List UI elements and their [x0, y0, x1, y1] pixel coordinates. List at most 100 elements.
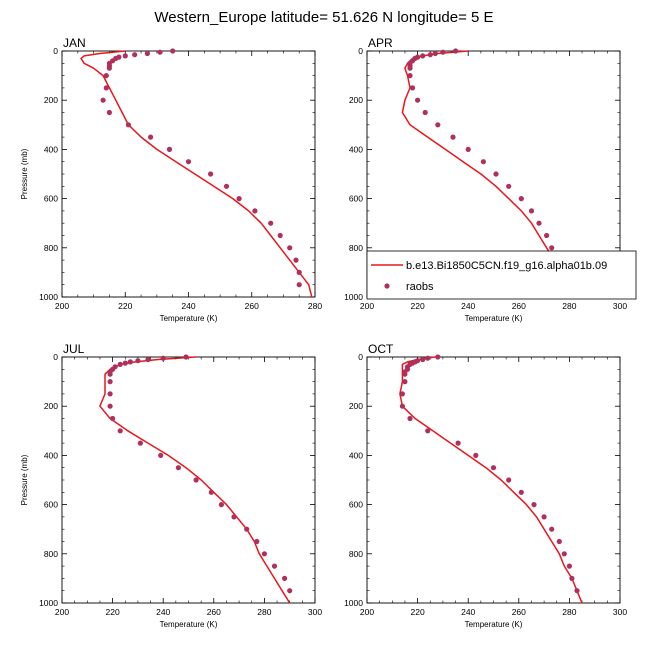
oct-x-tick-label: 260	[512, 607, 526, 617]
jan-obs-point	[103, 85, 109, 91]
jul-obs-point	[254, 538, 260, 545]
jul-obs-point	[271, 563, 278, 569]
jan-y-tick-label: 1000	[39, 292, 58, 302]
oct-obs-point	[399, 403, 405, 409]
jan-x-axis-label: Temperature (K)	[160, 314, 218, 323]
oct-obs-point	[425, 428, 431, 434]
oct-x-tick-label: 240	[461, 607, 475, 617]
apr-obs-point	[536, 220, 542, 226]
jul-obs-point	[145, 356, 151, 363]
jul-obs-point	[158, 452, 164, 458]
oct-panel-label: OCT	[368, 342, 394, 356]
apr-obs-point	[409, 85, 416, 91]
jul-obs-point	[137, 440, 143, 446]
apr-y-tick-label: 600	[349, 194, 363, 204]
jul-x-tick-label: 220	[106, 607, 120, 617]
jan-obs-point	[223, 183, 230, 189]
jul-obs-point	[107, 403, 113, 409]
jan-obs-point	[100, 97, 106, 103]
apr-obs-point	[518, 196, 524, 202]
jan-y-tick-label: 800	[44, 243, 58, 253]
jul-obs-point	[127, 359, 133, 365]
apr-y-tick-label: 200	[349, 95, 363, 105]
apr-obs-point	[420, 53, 426, 59]
jan-x-tick-label: 240	[181, 301, 195, 311]
oct-obs-point	[473, 452, 479, 458]
jan-obs-point	[125, 122, 131, 128]
apr-panel-label: APR	[368, 36, 393, 50]
jan-obs-point	[106, 109, 112, 116]
apr-y-tick-label: 0	[358, 46, 363, 56]
apr-obs-point	[432, 50, 438, 57]
apr-obs-point	[422, 109, 428, 116]
apr-obs-point	[450, 134, 456, 140]
apr-x-axis-label: Temperature (K)	[465, 314, 523, 323]
apr-obs-point	[480, 159, 486, 165]
jul-obs-point	[122, 360, 128, 366]
panel-jul: JUL 200 220 240 260 280 300 0 200 400 600 800 1000 Te…	[20, 342, 322, 629]
jan-obs-point	[185, 159, 192, 165]
jan-model-line	[80, 50, 313, 298]
jan-plot-frame	[61, 50, 316, 298]
apr-obs-point	[544, 232, 550, 239]
oct-x-tick-label: 300	[613, 607, 627, 617]
apr-obs-point	[528, 208, 535, 214]
jan-obs-point	[103, 73, 109, 79]
jan-obs-point	[122, 53, 128, 59]
legend-obs-label: raobs	[406, 281, 434, 293]
oct-x-axis-label: Temperature (K)	[465, 620, 523, 629]
jan-obs-point	[148, 134, 154, 140]
jan-x-tick-label: 280	[308, 301, 322, 311]
oct-obs-point	[569, 575, 575, 582]
oct-model-line	[399, 356, 583, 604]
apr-obs-point	[453, 48, 459, 54]
jul-obs-point	[183, 354, 189, 360]
jul-x-axis-label: Temperature (K)	[160, 620, 218, 629]
oct-obs-point	[425, 355, 431, 361]
jul-obs-point	[287, 588, 293, 594]
oct-obs-point	[455, 440, 461, 446]
oct-obs-point	[435, 354, 441, 360]
apr-y-tick-label: 1000	[344, 292, 363, 302]
apr-y-tick-label: 400	[349, 144, 363, 154]
oct-x-tick-label: 200	[360, 607, 374, 617]
jan-obs-point	[236, 196, 242, 202]
jul-obs-point	[160, 355, 166, 361]
jul-obs-point	[208, 489, 214, 495]
apr-obs-point	[549, 245, 555, 251]
panel-jan: JAN 200 220 240 260 280 0 200 400 600 800 1000 Tempe…	[20, 36, 322, 323]
apr-obs-point	[493, 171, 499, 177]
jan-y-tick-label: 0	[53, 46, 58, 56]
oct-obs-point	[490, 465, 497, 471]
jul-x-tick-label: 200	[55, 607, 69, 617]
jan-obs-point	[106, 65, 112, 71]
jan-obs-point	[293, 257, 299, 263]
jan-obs-point	[296, 269, 302, 275]
oct-y-tick-label: 1000	[344, 598, 363, 608]
jul-y-tick-label: 200	[44, 401, 58, 411]
jul-y-tick-label: 800	[44, 549, 58, 559]
oct-x-tick-label: 280	[562, 607, 576, 617]
jan-x-tick-label: 220	[118, 301, 132, 311]
oct-y-tick-label: 800	[349, 549, 363, 559]
legend-model-label: b.e13.Bi1850C5CN.f19_g16.alpha01b.09	[406, 260, 607, 272]
jan-obs-point	[208, 171, 214, 177]
jul-obs-point	[117, 428, 123, 434]
jan-obs-point	[268, 220, 274, 226]
oct-obs-point	[531, 502, 537, 508]
legend: b.e13.Bi1850C5CN.f19_g16.alpha01b.09 rao…	[366, 250, 637, 300]
jan-y-tick-label: 400	[44, 144, 58, 154]
oct-obs-point	[561, 551, 567, 557]
oct-obs-point	[402, 371, 408, 377]
jul-obs-point	[261, 551, 267, 557]
oct-y-tick-label: 600	[349, 500, 363, 510]
jan-obs-point	[296, 282, 302, 288]
apr-obs-point	[440, 49, 446, 55]
panel-oct: OCT 200 220 240 260 280 300 0 200 400 600 800 1000 Te…	[344, 342, 627, 629]
figure-title: Western_Europe latitude= 51.626 N longit…	[154, 9, 493, 26]
apr-obs-point	[407, 73, 413, 79]
jul-obs-point	[193, 477, 199, 483]
jan-obs-point	[170, 48, 176, 54]
jul-obs-point	[110, 415, 116, 422]
